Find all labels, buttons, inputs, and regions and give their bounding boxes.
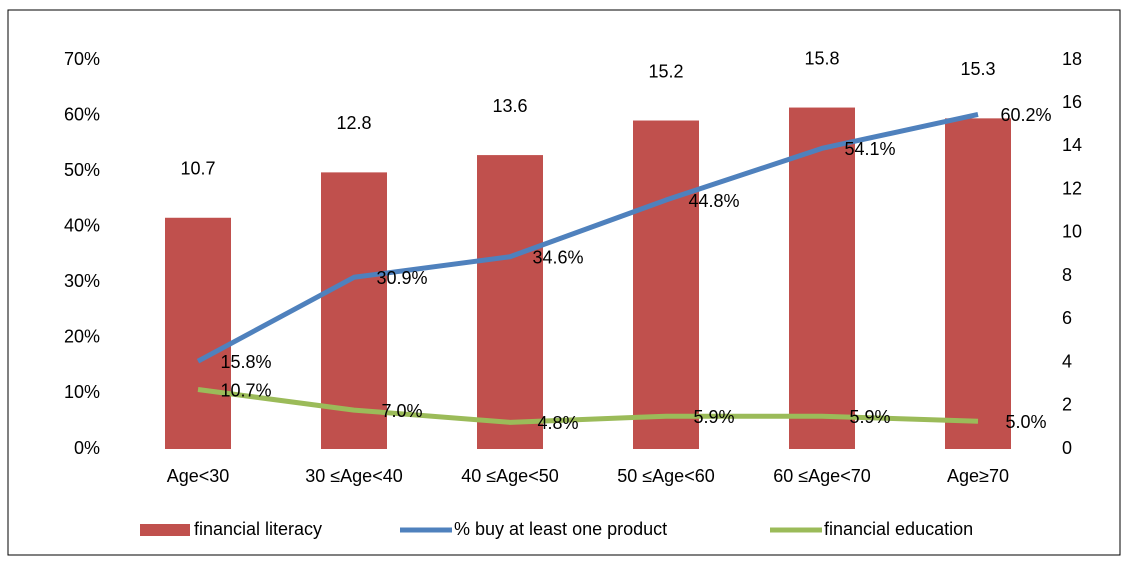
y-tick-label: 50% — [64, 160, 100, 180]
y2-tick-label: 14 — [1062, 135, 1082, 155]
y2-tick-label: 12 — [1062, 178, 1082, 198]
y2-tick-label: 10 — [1062, 222, 1082, 242]
line-label: 4.8% — [537, 413, 578, 433]
bar-label: 10.7 — [180, 159, 215, 179]
y2-tick-label: 0 — [1062, 438, 1072, 458]
bar — [945, 118, 1011, 449]
legend-label: financial education — [824, 519, 973, 539]
bar — [477, 155, 543, 450]
y-tick-label: 40% — [64, 215, 100, 235]
bar-label: 15.8 — [804, 48, 839, 68]
y-tick-label: 30% — [64, 271, 100, 291]
y2-tick-label: 16 — [1062, 92, 1082, 112]
line-label: 5.9% — [849, 407, 890, 427]
bar — [789, 107, 855, 450]
y2-tick-label: 18 — [1062, 49, 1082, 69]
x-tick-label: Age≥70 — [947, 466, 1009, 486]
legend-swatch — [140, 524, 190, 536]
bar — [165, 217, 231, 449]
y2-tick-label: 2 — [1062, 395, 1072, 415]
y2-tick-label: 4 — [1062, 351, 1072, 371]
line-label: 34.6% — [532, 247, 583, 267]
line-label: 54.1% — [844, 139, 895, 159]
x-tick-label: 60 ≤Age<70 — [773, 466, 870, 486]
bar-label: 15.2 — [648, 61, 683, 81]
chart-frame — [7, 9, 1121, 556]
line-label: 5.9% — [693, 407, 734, 427]
y-tick-label: 10% — [64, 382, 100, 402]
bar — [321, 172, 387, 449]
line-label: 44.8% — [688, 191, 739, 211]
line-label: 7.0% — [381, 401, 422, 421]
y2-tick-label: 8 — [1062, 265, 1072, 285]
bar-label: 13.6 — [492, 96, 527, 116]
bar-label: 15.3 — [960, 59, 995, 79]
x-tick-label: 40 ≤Age<50 — [461, 466, 558, 486]
line — [196, 112, 979, 364]
legend-label: % buy at least one product — [454, 519, 667, 539]
x-tick-label: Age<30 — [167, 466, 230, 486]
bar-label: 12.8 — [336, 113, 371, 133]
y-tick-label: 60% — [64, 104, 100, 124]
y2-tick-label: 6 — [1062, 308, 1072, 328]
y-tick-label: 20% — [64, 327, 100, 347]
x-tick-label: 30 ≤Age<40 — [305, 466, 402, 486]
x-tick-label: 50 ≤Age<60 — [617, 466, 714, 486]
bar — [633, 120, 699, 449]
line-label: 5.0% — [1005, 412, 1046, 432]
line-label: 60.2% — [1000, 105, 1051, 125]
line-label: 15.8% — [220, 352, 271, 372]
y-tick-label: 0% — [74, 438, 100, 458]
legend-label: financial literacy — [194, 519, 322, 539]
line-label: 10.7% — [220, 380, 271, 400]
line — [197, 387, 979, 425]
line-label: 30.9% — [376, 268, 427, 288]
y-tick-label: 70% — [64, 49, 100, 69]
